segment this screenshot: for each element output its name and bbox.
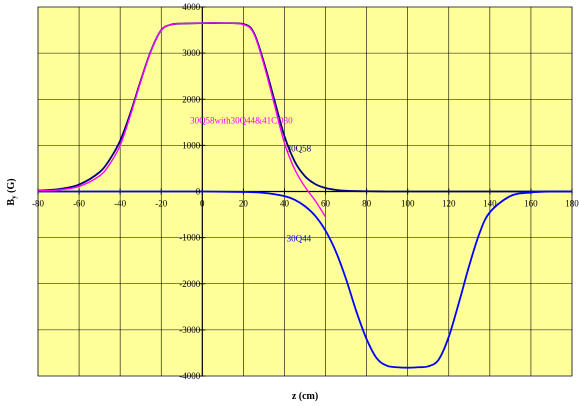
x-tick-label: -80 (32, 199, 44, 209)
series-line-30q44 (38, 190, 573, 369)
x-tick-label: 180 (565, 199, 579, 209)
y-tick-label: 1000 (182, 140, 201, 150)
y-tick-label: 4000 (182, 2, 201, 12)
series-line-30q58with30q44-41cd30 (37, 22, 327, 218)
x-tick-label: -60 (73, 199, 85, 209)
x-axis-title: z (cm) (292, 391, 318, 402)
x-tick-label: 100 (401, 199, 415, 209)
y-tick-label: -4000 (179, 371, 200, 381)
x-tick-label: -20 (155, 199, 167, 209)
annotation-30q44: 30Q44 (287, 233, 312, 243)
x-tick-label: 60 (321, 199, 331, 209)
y-axis-title-unit: (G) (6, 178, 17, 195)
x-tick-label: 80 (362, 199, 372, 209)
y-axis-title-b: B (6, 199, 17, 206)
x-tick-label: 120 (442, 199, 456, 209)
x-tick-label: 40 (280, 199, 290, 209)
x-tick-label: 20 (239, 199, 249, 209)
y-tick-labels: -4000 -3000 -2000 -1000 0 1000 2000 3000 4000 (179, 2, 201, 381)
y-tick-label: -2000 (179, 279, 200, 289)
annotation-30q58: 30Q58 (287, 143, 312, 153)
series-group (37, 22, 573, 369)
x-tick-label: -40 (114, 199, 126, 209)
annotation-30q58with30q44-41cd30: 30Q58with30Q44&41CD30 (190, 116, 293, 126)
y-tick-label: 2000 (182, 94, 201, 104)
x-tick-label: 0 (200, 199, 205, 209)
y-tick-label: -3000 (179, 325, 200, 335)
annotations: 30Q58with30Q44&41CD30 30Q58 30Q44 (190, 116, 312, 244)
y-axis-title-sub: y (10, 195, 18, 199)
x-tick-labels: -80 -60 -40 -20 0 20 40 60 80 100 120 140 160 180 (32, 199, 579, 209)
y-axis-title: By (G) (6, 178, 18, 205)
y-tick-label: 0 (196, 187, 201, 197)
y-tick-label: 3000 (182, 48, 201, 58)
x-tick-label: 140 (483, 199, 497, 209)
y-tick-label: -1000 (179, 233, 200, 243)
x-tick-label: 160 (524, 199, 538, 209)
